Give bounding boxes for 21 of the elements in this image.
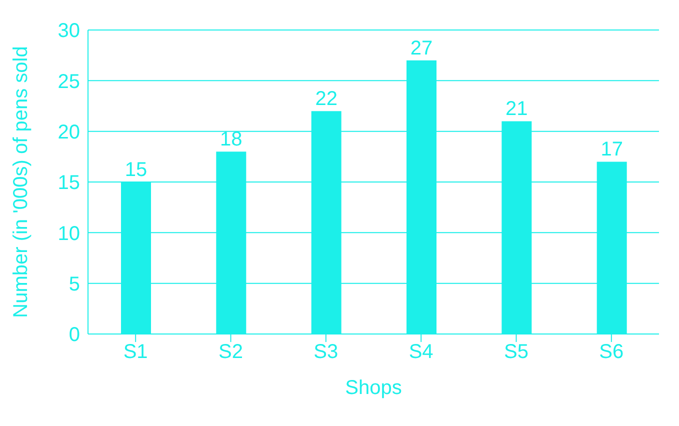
x-axis-title: Shops xyxy=(345,377,402,399)
x-tick-label: S3 xyxy=(314,341,338,364)
x-tick-label: S2 xyxy=(218,341,243,364)
y-tick-label: 10 xyxy=(58,222,80,245)
y-tick-label: 30 xyxy=(58,20,80,42)
y-axis-title: Number (in '000s) of pens sold xyxy=(10,46,32,318)
data-label: 17 xyxy=(600,138,623,161)
y-tick-label: 5 xyxy=(68,273,80,296)
x-tick-label: S5 xyxy=(504,341,528,364)
y-tick-label: 20 xyxy=(58,121,80,144)
y-tick-label: 25 xyxy=(58,70,80,93)
data-label: 22 xyxy=(315,88,338,110)
data-label: 15 xyxy=(124,159,148,181)
data-label: 21 xyxy=(506,98,528,120)
y-tick-label: 15 xyxy=(58,172,80,194)
x-tick-label: S6 xyxy=(599,341,624,364)
y-tick-label: 0 xyxy=(68,324,80,346)
x-tick-label: S4 xyxy=(408,341,434,364)
data-label: 27 xyxy=(410,37,433,60)
x-tick-label: S1 xyxy=(123,341,148,364)
data-label: 18 xyxy=(220,128,242,151)
